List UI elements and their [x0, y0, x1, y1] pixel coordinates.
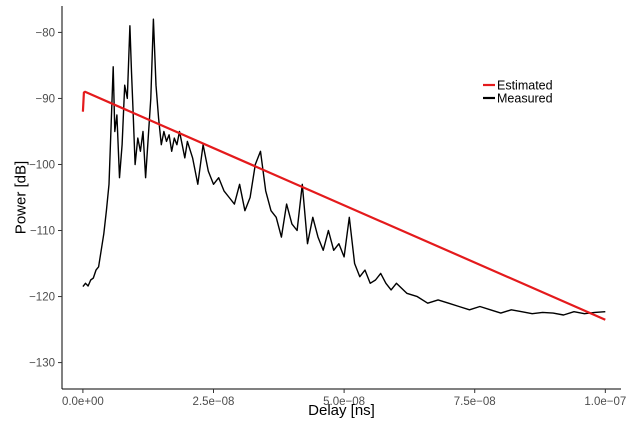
- y-tick-label: −110: [30, 226, 55, 238]
- legend-label: Measured: [497, 92, 553, 106]
- x-tick-label: 7.5e−08: [454, 396, 496, 408]
- x-tick-label: 5.0e−08: [323, 396, 365, 408]
- legend-label: Estimated: [497, 79, 553, 93]
- y-tick-label: −120: [29, 292, 55, 304]
- y-tick-label: −100: [29, 159, 55, 171]
- y-tick-label: −130: [29, 358, 55, 370]
- axes: [61, 6, 621, 390]
- ticks: 0.0e+00 2.5e−08 5.0e−08 7.5e−08 1.0e−07 −130 −…: [29, 27, 626, 408]
- y-axis-title: Power [dB]: [12, 161, 29, 234]
- y-tick-label: −80: [35, 27, 55, 39]
- x-axis-title: Delay [ns]: [308, 402, 375, 419]
- series-line-estimated: [81, 90, 606, 321]
- plot-area: [81, 18, 606, 321]
- x-tick-label: 1.0e−07: [584, 396, 626, 408]
- x-tick-label: 2.5e−08: [193, 396, 235, 408]
- series-line-measured: [82, 18, 606, 316]
- x-tick-label: 0.0e+00: [62, 396, 104, 408]
- y-tick-label: −90: [35, 93, 55, 105]
